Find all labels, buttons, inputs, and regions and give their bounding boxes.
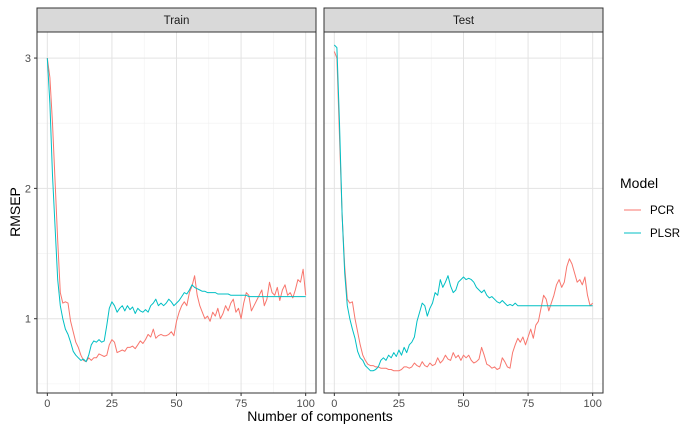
legend: Model PCR PLSR bbox=[620, 175, 680, 240]
series-line-pcr bbox=[333, 51, 594, 372]
legend-title: Model bbox=[620, 175, 658, 191]
x-axis-title: Number of components bbox=[247, 408, 393, 424]
series-line-plsr bbox=[333, 44, 593, 372]
panel-title: Test bbox=[453, 15, 475, 27]
y-axis-title: RMSEP bbox=[7, 187, 23, 237]
y-tick-label: 3 bbox=[25, 53, 31, 65]
x-tick-label: 50 bbox=[457, 398, 469, 410]
panel-test: Test 0 25 50 75 100 bbox=[323, 7, 604, 410]
legend-item-plsr: PLSR bbox=[624, 228, 680, 240]
series-line-pcr bbox=[46, 58, 307, 363]
panel-strip bbox=[36, 7, 317, 33]
legend-label: PCR bbox=[650, 205, 674, 217]
x-tick-label: 75 bbox=[522, 398, 534, 410]
x-tick-label: 100 bbox=[296, 398, 314, 410]
x-tick-label: 75 bbox=[235, 398, 247, 410]
y-tick-label: 1 bbox=[25, 314, 31, 326]
series-line-plsr bbox=[46, 58, 306, 363]
x-tick-label: 0 bbox=[331, 398, 337, 410]
x-tick-label: 25 bbox=[393, 398, 405, 410]
legend-label: PLSR bbox=[650, 228, 680, 240]
x-tick-label: 100 bbox=[583, 398, 601, 410]
y-tick-label: 2 bbox=[25, 183, 31, 195]
panel-title: Train bbox=[164, 15, 190, 27]
legend-item-pcr: PCR bbox=[624, 205, 674, 217]
panel-train: Train 0 25 50 75 100 1 2 3 bbox=[25, 7, 317, 410]
x-tick-label: 0 bbox=[44, 398, 50, 410]
x-tick-label: 50 bbox=[170, 398, 182, 410]
x-tick-label: 25 bbox=[106, 398, 118, 410]
